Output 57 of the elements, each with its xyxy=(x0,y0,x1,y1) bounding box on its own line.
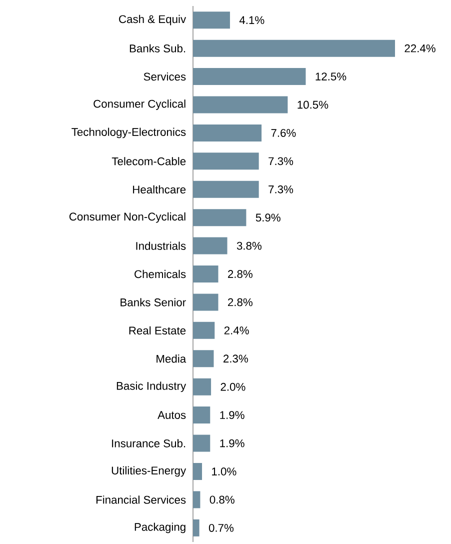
y-tick-label: Cash & Equiv xyxy=(119,14,186,26)
bar xyxy=(193,519,200,536)
data-label: 12.5% xyxy=(316,72,346,80)
y-tick-label: Utilities-Energy xyxy=(112,466,186,477)
bar xyxy=(193,124,262,142)
data-label: 22.4% xyxy=(404,44,436,52)
y-tick-label: Consumer Cyclical xyxy=(94,100,186,110)
y-tick-label: Chemicals xyxy=(134,270,186,278)
y-tick-label: Healthcare xyxy=(133,185,186,194)
data-label: 1.9% xyxy=(220,411,244,420)
bar xyxy=(193,294,218,311)
bar xyxy=(193,266,218,283)
y-tick-label: Banks Senior xyxy=(120,298,186,306)
bar xyxy=(193,40,396,57)
data-label: 7.3% xyxy=(268,157,294,166)
bar xyxy=(193,322,215,339)
y-tick-label: Consumer Non-Cyclical xyxy=(69,212,186,223)
data-label: 2.3% xyxy=(224,354,248,363)
data-label: 3.8% xyxy=(236,242,262,250)
bar xyxy=(193,406,210,424)
y-tick-label: Real Estate xyxy=(129,326,186,335)
data-label: 4.1% xyxy=(239,16,264,24)
bar xyxy=(193,237,228,254)
data-label: 2.0% xyxy=(220,382,246,391)
y-tick-label: Financial Services xyxy=(96,496,186,504)
bar xyxy=(193,491,200,508)
y-tick-label: Packaging xyxy=(134,522,186,534)
y-tick-label: Telecom-Cable xyxy=(112,157,186,166)
data-label: 7.3% xyxy=(268,185,294,194)
y-tick-label: Insurance Sub. xyxy=(112,439,186,448)
y-tick-label: Industrials xyxy=(136,242,186,250)
data-label: 5.9% xyxy=(256,214,280,222)
bar xyxy=(193,152,259,170)
data-label: 0.7% xyxy=(208,524,234,532)
bar xyxy=(193,12,230,29)
y-tick-label: Autos xyxy=(158,411,186,419)
y-tick-label: Basic Industry xyxy=(116,382,186,392)
y-tick-label: Services xyxy=(144,72,186,81)
y-tick-label: Banks Sub. xyxy=(130,44,186,52)
bar xyxy=(193,462,202,480)
data-label: 2.8% xyxy=(228,298,252,306)
data-label: 1.9% xyxy=(220,439,244,448)
bar xyxy=(193,209,246,226)
bar xyxy=(193,378,212,396)
bar xyxy=(193,434,210,452)
data-label: 7.6% xyxy=(271,128,296,137)
y-tick-label: Technology-Electronics xyxy=(72,128,186,138)
data-label: 0.8% xyxy=(210,496,234,504)
bar xyxy=(193,350,214,368)
bar xyxy=(193,96,288,114)
bar xyxy=(193,68,306,86)
bar xyxy=(193,180,259,198)
data-label: 1.0% xyxy=(212,468,236,476)
data-label: 2.8% xyxy=(228,270,252,278)
data-label: 2.4% xyxy=(224,326,249,334)
data-label: 10.5% xyxy=(298,100,328,109)
y-tick-label: Media xyxy=(156,354,186,363)
